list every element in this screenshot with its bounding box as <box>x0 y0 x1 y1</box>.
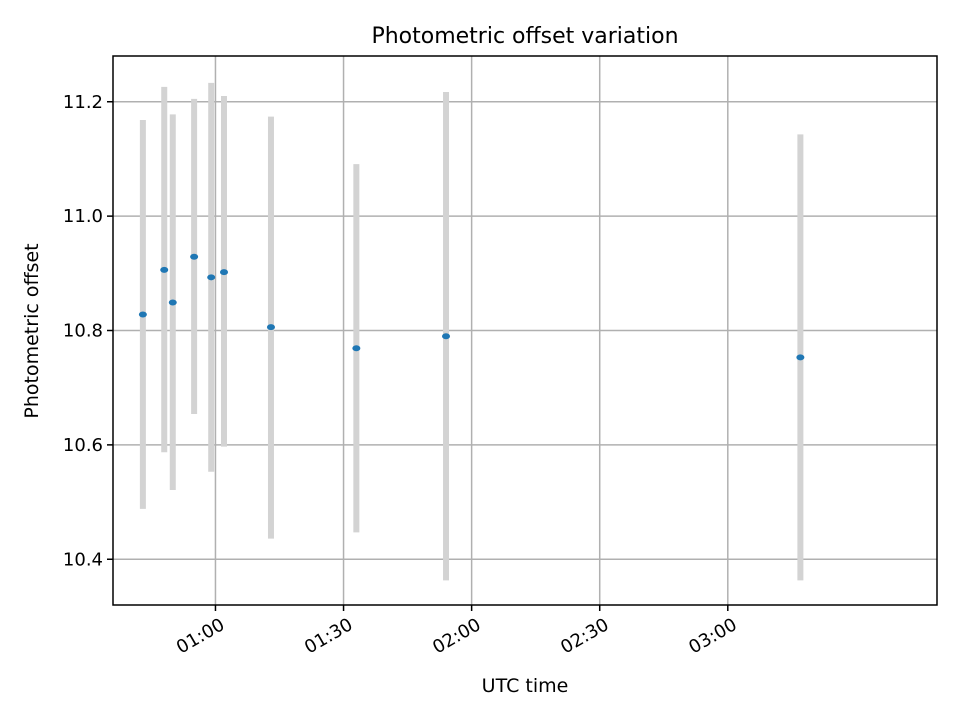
data-point <box>190 253 199 260</box>
data-points <box>138 253 805 361</box>
y-tick-label: 10.6 <box>63 435 103 456</box>
y-axis-label: Photometric offset <box>21 243 43 418</box>
y-tick-label: 10.4 <box>63 549 103 570</box>
data-point <box>207 274 216 281</box>
grid <box>113 56 937 605</box>
x-tick-label: 02:00 <box>429 614 484 658</box>
data-point <box>220 269 229 276</box>
y-tick-label: 11.2 <box>63 92 103 113</box>
x-tick-label: 02:30 <box>557 614 612 658</box>
data-point <box>266 324 275 331</box>
data-point <box>352 345 361 352</box>
x-tick-label: 01:30 <box>301 614 356 658</box>
x-tick-label: 03:00 <box>685 614 740 658</box>
data-point <box>138 311 147 318</box>
y-tick-label: 10.8 <box>63 321 103 342</box>
x-axis-label: UTC time <box>482 675 569 697</box>
data-point <box>168 299 177 306</box>
data-point <box>160 266 169 273</box>
y-tick-label: 11.0 <box>63 206 103 227</box>
data-point <box>796 354 805 361</box>
data-point <box>442 333 451 340</box>
chart-title: Photometric offset variation <box>371 24 678 49</box>
x-tick-label: 01:00 <box>173 614 228 658</box>
